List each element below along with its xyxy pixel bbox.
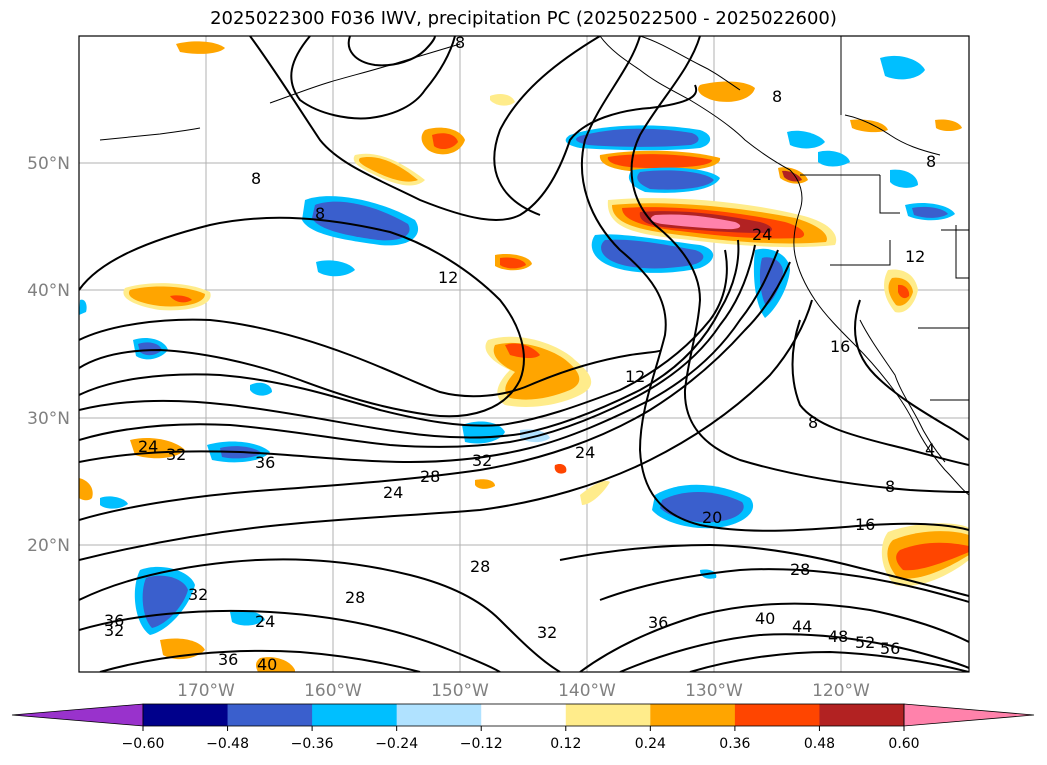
contour-label: 48 xyxy=(828,627,848,646)
contour-label: 40 xyxy=(257,655,277,674)
contour-label: 32 xyxy=(188,585,208,604)
contour-label: 8 xyxy=(455,33,465,52)
colorbar-tick-label: 0.12 xyxy=(550,736,581,752)
contour-label: 32 xyxy=(166,445,186,464)
contour-label: 8 xyxy=(251,169,261,188)
contour-label: 8 xyxy=(772,87,782,106)
lat-label: 30°N xyxy=(27,409,70,429)
colorbar-segment xyxy=(819,704,905,726)
colorbar-segment xyxy=(650,704,736,726)
contour-label: 36 xyxy=(255,453,275,472)
plot-frame xyxy=(78,35,970,673)
contour-label: 8 xyxy=(885,477,895,496)
colorbar-tick-label: 0.60 xyxy=(888,736,919,752)
colorbar-tick-label: 0.48 xyxy=(804,736,835,752)
colorbar-tick-label: −0.48 xyxy=(206,736,249,752)
colorbar-tick-label: 0.36 xyxy=(719,736,750,752)
contour-label: 12 xyxy=(905,247,925,266)
colorbar: −0.60 −0.48 −0.36 −0.24 −0.12 0.12 0.24 0.36 0.4… xyxy=(11,703,1035,752)
latitude-labels: 50°N 40°N 30°N 20°N xyxy=(27,154,70,556)
colorbar-segment xyxy=(143,704,229,726)
lat-label: 50°N xyxy=(27,154,70,174)
iwv-contours xyxy=(79,36,969,672)
contour-label: 28 xyxy=(345,588,365,607)
colorbar-segment xyxy=(481,704,567,726)
contour-label: 28 xyxy=(420,467,440,486)
longitude-labels: 170°W 160°W 150°W 140°W 130°W 120°W xyxy=(177,681,870,701)
contour-label: 36 xyxy=(104,611,124,630)
contour-label: 4 xyxy=(925,440,935,459)
colorbar-tick-label: −0.24 xyxy=(375,736,418,752)
lon-label: 150°W xyxy=(431,681,489,701)
contour-label: 36 xyxy=(218,650,238,669)
contour-label: 32 xyxy=(537,623,557,642)
contour-label: 24 xyxy=(255,612,275,631)
contour-label: 36 xyxy=(648,613,668,632)
contour-label: 24 xyxy=(138,437,158,456)
lat-label: 20°N xyxy=(27,536,70,556)
contour-label: 16 xyxy=(855,515,875,534)
lon-label: 130°W xyxy=(685,681,743,701)
colorbar-segment xyxy=(565,704,651,726)
contour-label: 32 xyxy=(104,621,124,640)
lon-label: 170°W xyxy=(177,681,235,701)
colorbar-tick-label: −0.60 xyxy=(122,736,165,752)
contour-label: 52 xyxy=(855,633,875,652)
precip-positive-areas xyxy=(79,41,969,672)
contour-label: 8 xyxy=(926,152,936,171)
contour-label: 24 xyxy=(752,225,772,244)
contour-label: 12 xyxy=(438,268,458,287)
contour-label: 12 xyxy=(625,367,645,386)
contour-label: 44 xyxy=(792,617,812,636)
colorbar-tick-label: 0.24 xyxy=(635,736,666,752)
map-title: 2025022300 F036 IWV, precipitation PC (2… xyxy=(210,8,837,29)
colorbar-extend-min xyxy=(11,703,144,727)
colorbar-segment xyxy=(734,704,820,726)
colorbar-tick-label: −0.36 xyxy=(291,736,334,752)
colorbar-segment xyxy=(396,704,482,726)
contour-label: 8 xyxy=(808,413,818,432)
lon-label: 140°W xyxy=(558,681,616,701)
contour-label: 28 xyxy=(470,557,490,576)
contour-label: 24 xyxy=(383,483,403,502)
colorbar-tick-label: −0.12 xyxy=(460,736,503,752)
contour-label: 32 xyxy=(472,451,492,470)
lon-label: 120°W xyxy=(812,681,870,701)
contour-label: 56 xyxy=(880,639,900,658)
colorbar-segment xyxy=(227,704,313,726)
contour-label: 8 xyxy=(315,204,325,223)
contour-label: 16 xyxy=(830,337,850,356)
colorbar-segment xyxy=(312,704,398,726)
contour-labels: 8 8 8 8 8 8 8 12 12 12 16 16 24 24 24 24… xyxy=(104,33,936,674)
lat-label: 40°N xyxy=(27,281,70,301)
contour-label: 28 xyxy=(790,560,810,579)
colorbar-extend-max xyxy=(903,703,1035,727)
colorbar-frame xyxy=(142,703,905,727)
contour-label: 40 xyxy=(755,609,775,628)
contour-label: 20 xyxy=(702,508,722,527)
lon-label: 160°W xyxy=(304,681,362,701)
contour-label: 24 xyxy=(575,443,595,462)
